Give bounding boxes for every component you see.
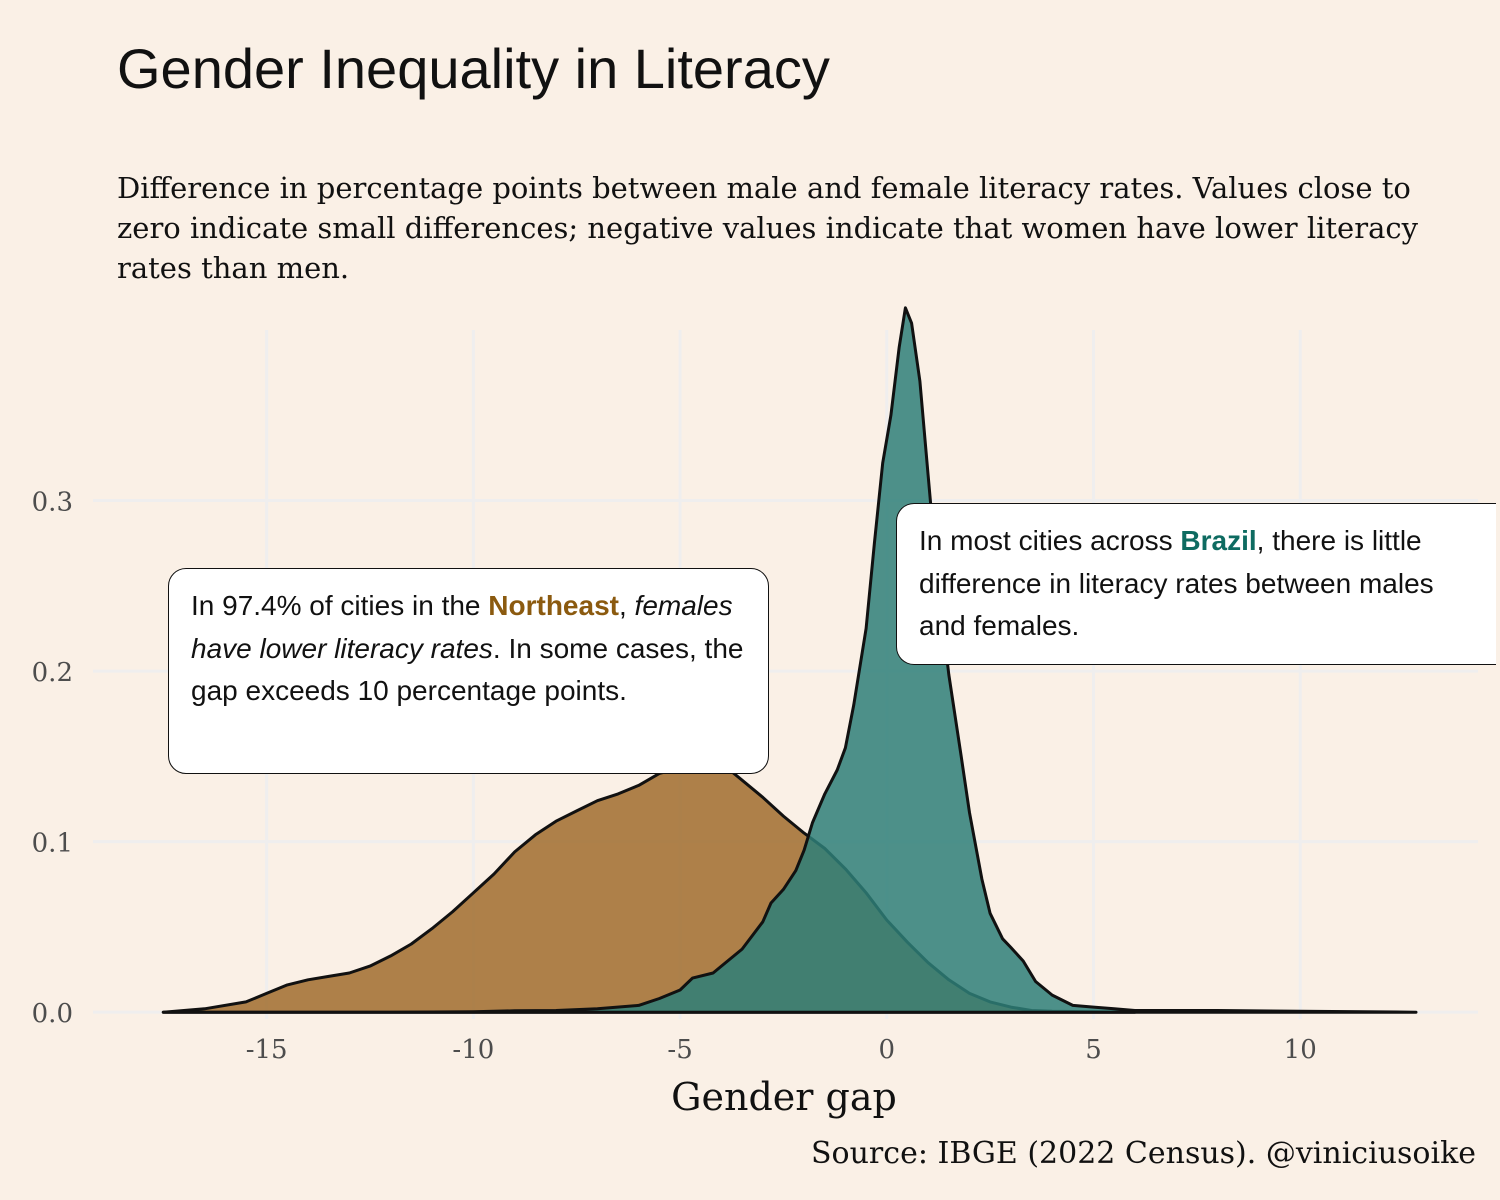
y-tick-label: 0.2	[32, 658, 73, 688]
density-area-brazil	[161, 306, 1418, 1014]
annotation-northeast: In 97.4% of cities in the Northeast, fem…	[168, 568, 769, 774]
chart-caption: Source: IBGE (2022 Census). @viniciusoik…	[811, 1136, 1476, 1171]
x-tick-label: 10	[1284, 1035, 1317, 1065]
annotation-brazil-highlight: Brazil	[1180, 525, 1257, 556]
chart-title: Gender Inequality in Literacy	[117, 37, 830, 100]
annotation-northeast-after-highlight: ,	[618, 590, 635, 621]
x-tick-label: 0	[879, 1035, 896, 1065]
annotation-brazil-suffix: , there is little difference in literacy…	[919, 525, 1434, 641]
annotation-northeast-prefix: In 97.4% of cities in the	[191, 590, 489, 621]
x-axis-label: Gender gap	[671, 1075, 897, 1119]
annotation-brazil: In most cities across Brazil, there is l…	[896, 503, 1496, 665]
annotation-northeast-suffix: . In some cases, the gap exceeds 10 perc…	[191, 632, 744, 707]
x-tick-label: -5	[667, 1035, 692, 1065]
y-tick-label: 0.0	[32, 999, 73, 1029]
x-tick-label: 5	[1085, 1035, 1102, 1065]
x-axis-ticks: -15 -10 -5 0 5 10	[246, 1035, 1317, 1065]
annotation-brazil-prefix: In most cities across	[919, 525, 1181, 556]
x-tick-label: -15	[246, 1035, 288, 1065]
x-tick-label: -10	[452, 1035, 494, 1065]
chart-subtitle: Difference in percentage points between …	[117, 171, 1418, 285]
annotation-northeast-italic: females have lower literacy rates	[191, 590, 733, 664]
y-tick-label: 0.3	[32, 488, 73, 518]
y-tick-label: 0.1	[32, 829, 73, 859]
annotation-northeast-highlight: Northeast	[488, 590, 619, 621]
y-axis-ticks: 0.0 0.1 0.2 0.3	[32, 488, 73, 1030]
